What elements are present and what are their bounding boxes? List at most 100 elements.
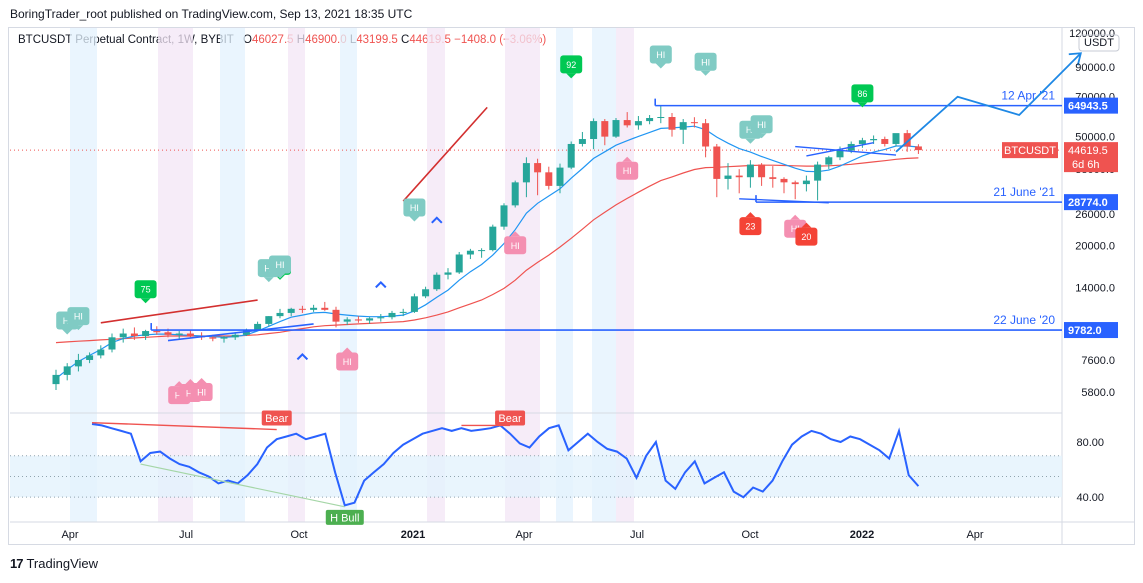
price-label-box bbox=[1064, 194, 1118, 211]
signal-text: HI bbox=[746, 125, 755, 135]
rsi-tag: H Bull bbox=[325, 509, 364, 525]
candle bbox=[914, 144, 922, 154]
candle-body bbox=[646, 118, 654, 122]
price-label-box bbox=[1064, 97, 1118, 114]
candle bbox=[724, 163, 732, 190]
signal-box bbox=[795, 227, 818, 246]
signal-pointer-icon bbox=[409, 216, 420, 222]
candle-body bbox=[354, 319, 362, 321]
candle bbox=[545, 166, 553, 190]
last-price-text: 44619.5 bbox=[1068, 145, 1108, 157]
signal-text: HI bbox=[623, 166, 632, 176]
signal-box bbox=[504, 236, 527, 255]
candle bbox=[758, 163, 766, 186]
candle-body bbox=[164, 332, 172, 335]
candle bbox=[175, 331, 183, 339]
candle bbox=[735, 169, 743, 194]
candle-body bbox=[74, 359, 82, 367]
candle-body bbox=[814, 164, 822, 181]
candle bbox=[478, 248, 486, 258]
signal-pointer-icon bbox=[275, 273, 285, 279]
signal-box bbox=[403, 198, 426, 217]
candle bbox=[556, 163, 564, 194]
signal-tag: HI bbox=[336, 347, 359, 371]
candle-body bbox=[377, 317, 385, 319]
legend-low: 43199.5 bbox=[356, 34, 398, 46]
unit-label-box[interactable] bbox=[1078, 34, 1120, 52]
time-tick-label: Oct bbox=[290, 529, 307, 541]
session-highlight bbox=[592, 28, 616, 522]
candle bbox=[870, 135, 878, 144]
candle bbox=[590, 118, 598, 150]
candle-body bbox=[433, 274, 441, 290]
signal-box bbox=[750, 115, 773, 134]
candle-body bbox=[186, 333, 194, 337]
candle bbox=[567, 141, 575, 170]
signal-tag: 20 bbox=[795, 222, 818, 246]
candle-body bbox=[724, 175, 732, 179]
rsi-tag-text: H Bull bbox=[330, 512, 359, 524]
candle bbox=[410, 293, 418, 313]
price-label: BTCUSDT 44619.5 6d 6h bbox=[1002, 142, 1118, 173]
candle-body bbox=[153, 331, 161, 333]
signal-tag: 86 bbox=[851, 84, 874, 108]
candle bbox=[601, 119, 609, 146]
candle-body bbox=[455, 254, 463, 273]
signal-box bbox=[694, 52, 717, 71]
candle-body bbox=[511, 182, 519, 206]
candle bbox=[388, 310, 396, 320]
candle bbox=[332, 306, 340, 328]
rsi-line bbox=[91, 423, 920, 507]
candle bbox=[802, 175, 810, 192]
signal-text: HI bbox=[701, 57, 710, 67]
signal-text: HI bbox=[511, 241, 520, 251]
candle-body bbox=[231, 334, 239, 338]
chevron-up-icon bbox=[375, 280, 387, 289]
candle-body bbox=[713, 146, 721, 179]
candle bbox=[780, 177, 788, 194]
signal-pointer-icon bbox=[342, 347, 353, 353]
candle-body bbox=[399, 311, 407, 313]
session-highlight bbox=[70, 28, 97, 522]
tradingview-mark-icon: 17 bbox=[10, 556, 24, 571]
candle-body bbox=[254, 323, 262, 330]
fast-ma-line bbox=[55, 125, 919, 379]
candle-body bbox=[836, 150, 844, 158]
candle-body bbox=[690, 122, 698, 124]
candle-body bbox=[97, 349, 105, 356]
price-label: 64943.5 bbox=[1064, 97, 1118, 114]
signal-text: HI bbox=[186, 389, 195, 399]
session-highlight bbox=[158, 28, 193, 522]
countdown-text: 6d 6h bbox=[1072, 159, 1100, 171]
candle-body bbox=[119, 333, 127, 338]
candle bbox=[97, 345, 105, 359]
signal-tag: HI bbox=[750, 115, 773, 139]
candle bbox=[534, 158, 542, 196]
rsi-tag-box bbox=[325, 509, 364, 525]
tradingview-logo[interactable]: 17 TradingView bbox=[10, 556, 98, 571]
wedge-line bbox=[795, 145, 897, 156]
signal-pointer-icon bbox=[263, 277, 274, 283]
candle bbox=[399, 308, 407, 317]
candle-body bbox=[220, 337, 228, 339]
candle bbox=[668, 113, 676, 137]
candle bbox=[578, 131, 586, 147]
signal-text: HI bbox=[264, 264, 273, 274]
legend-open: 46027.5 bbox=[251, 34, 294, 46]
candle bbox=[713, 143, 721, 198]
last-price-box bbox=[1064, 142, 1118, 173]
candle bbox=[377, 313, 385, 322]
unit-label: USDT bbox=[1084, 37, 1114, 49]
signal-pointer-icon bbox=[745, 138, 756, 144]
candle bbox=[86, 352, 94, 364]
candle-body bbox=[175, 333, 183, 335]
signal-box bbox=[190, 383, 213, 402]
candle-body bbox=[209, 337, 217, 339]
candle-body bbox=[534, 163, 542, 173]
candle bbox=[612, 118, 620, 138]
candle-body bbox=[332, 309, 340, 322]
candle-body bbox=[903, 133, 911, 147]
candle-body bbox=[914, 146, 922, 151]
signal-text: HI bbox=[656, 50, 665, 60]
